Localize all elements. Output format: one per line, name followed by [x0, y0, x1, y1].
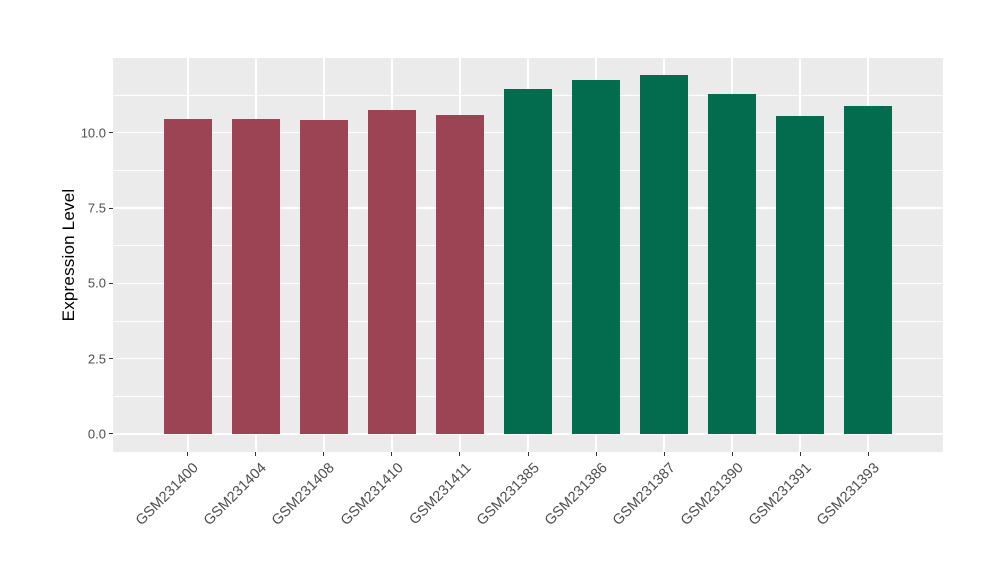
x-tick-label: GSM231410 — [337, 460, 407, 529]
x-tick-label: GSM231400 — [133, 460, 203, 529]
x-tick-label: GSM231390 — [677, 460, 747, 529]
x-tick-label: GSM231408 — [269, 460, 339, 529]
y-tick-label: 10.0 — [80, 125, 106, 141]
x-tick-mark — [527, 452, 529, 456]
bar-GSM231400 — [164, 118, 212, 434]
y-tick-mark — [109, 282, 113, 284]
x-tick-label: GSM231385 — [473, 460, 543, 529]
x-tick-label: GSM231391 — [745, 460, 815, 529]
x-tick-mark — [391, 452, 393, 456]
x-tick-label: GSM231386 — [541, 460, 611, 529]
plot-panel — [113, 58, 943, 452]
bar-GSM231411 — [436, 115, 484, 434]
x-tick-mark — [459, 452, 461, 456]
x-tick-mark — [255, 452, 257, 456]
bar-GSM231385 — [504, 88, 552, 434]
bar-GSM231404 — [232, 118, 280, 434]
bar-GSM231393 — [844, 106, 892, 434]
x-tick-mark — [187, 452, 189, 456]
bar-GSM231408 — [300, 119, 348, 434]
bar-GSM231390 — [708, 93, 756, 434]
bar-GSM231410 — [368, 110, 416, 434]
y-axis-title: Expression Level — [59, 188, 78, 322]
y-tick-label: 2.5 — [87, 351, 106, 367]
x-tick-label: GSM231387 — [609, 460, 679, 529]
x-tick-label: GSM231393 — [813, 460, 883, 529]
x-tick-mark — [663, 452, 665, 456]
x-tick-mark — [323, 452, 325, 456]
y-tick-mark — [109, 358, 113, 360]
y-tick-mark — [109, 433, 113, 435]
x-tick-mark — [867, 452, 869, 456]
y-tick-label: 5.0 — [87, 275, 106, 291]
bar-GSM231391 — [776, 116, 824, 434]
x-tick-label: GSM231411 — [406, 460, 475, 529]
x-tick-mark — [595, 452, 597, 456]
y-tick-label: 7.5 — [87, 200, 106, 216]
y-tick-mark — [109, 132, 113, 134]
x-tick-mark — [799, 452, 801, 456]
y-tick-mark — [109, 207, 113, 209]
x-tick-label: GSM231404 — [201, 460, 271, 529]
y-tick-label: 0.0 — [87, 426, 106, 442]
bar-GSM231387 — [640, 75, 688, 434]
bar-GSM231386 — [572, 80, 620, 434]
x-tick-mark — [731, 452, 733, 456]
